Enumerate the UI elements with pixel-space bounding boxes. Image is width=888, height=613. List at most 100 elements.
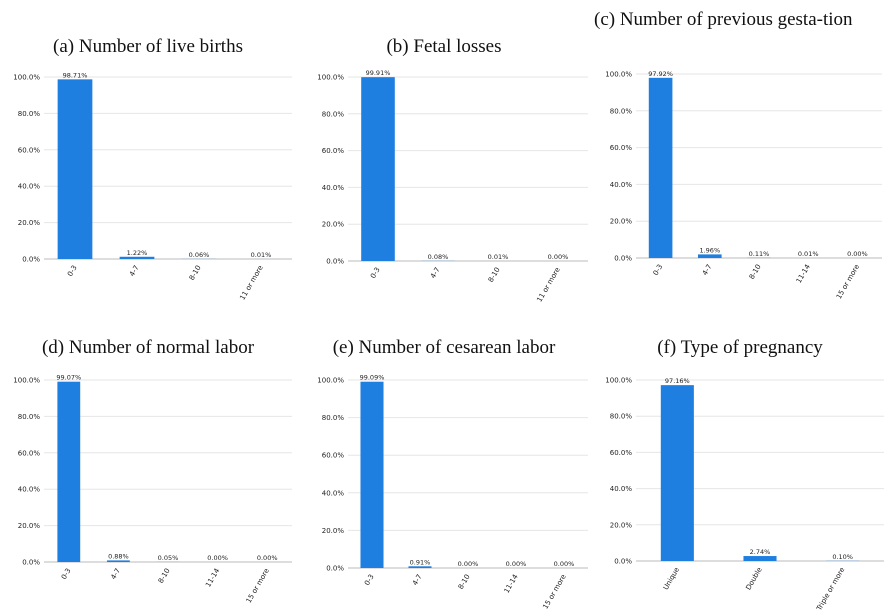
data-label: 0.10% (832, 553, 853, 561)
chart-title: (c) Number of previous gesta-tion (594, 9, 853, 30)
y-tick-label: 60.0% (18, 449, 41, 457)
bar (57, 381, 81, 562)
y-tick-label: 100.0% (605, 377, 632, 385)
x-tick-label: 11-14 (795, 263, 812, 285)
data-label: 0.00% (257, 554, 278, 562)
data-label: 0.06% (189, 251, 210, 259)
data-label: 0.00% (548, 253, 569, 261)
y-tick-label: 60.0% (322, 147, 345, 155)
bar (360, 381, 384, 568)
bar-chart: 0.0% 20.0% 40.0% 60.0% 80.0% 100.0% 99.07% 0-3 0… (13, 374, 292, 604)
y-tick-label: 0.0% (22, 559, 40, 567)
y-tick-label: 80.0% (610, 107, 633, 115)
bar (743, 556, 777, 561)
chart-panel-b: (b) Fetal losses 0.0% 20.0% 40.0% 60.0% 80.0… (296, 0, 592, 306)
data-label: 99.09% (360, 374, 385, 382)
data-label: 0.08% (428, 253, 449, 261)
y-tick-label: 0.0% (614, 558, 632, 566)
data-label: 97.92% (648, 70, 673, 78)
bar-chart: 0.0% 20.0% 40.0% 60.0% 80.0% 100.0% 98.71% 0-3 1… (13, 71, 292, 301)
chart-title: (d) Number of normal labor (41, 337, 255, 358)
bar-chart: 0.0% 20.0% 40.0% 60.0% 80.0% 100.0% 99.09% 0-3 0… (317, 374, 588, 610)
x-tick-label: 15 or more (835, 263, 861, 300)
y-tick-label: 60.0% (610, 449, 633, 457)
data-label: 98.71% (63, 71, 88, 79)
bar (648, 77, 673, 258)
chart-panel-c: (c) Number of previous gesta-tion 0.0% 20… (592, 0, 888, 306)
bar (119, 256, 155, 259)
x-tick-label: 8-10 (748, 263, 763, 281)
x-tick-label: 11-14 (204, 567, 221, 589)
chart-title: (e) Number of cesarean labor (332, 337, 556, 358)
x-tick-label: 4-7 (701, 263, 714, 277)
x-tick-label: 0-3 (369, 266, 382, 280)
data-label: 1.96% (699, 246, 720, 254)
chart-title: (a) Number of live births (53, 36, 243, 57)
y-tick-label: 80.0% (18, 110, 41, 118)
x-tick-label: 11-14 (503, 573, 520, 595)
x-tick-label: 8-10 (188, 264, 203, 282)
bar (57, 79, 93, 259)
y-tick-label: 80.0% (18, 413, 41, 421)
y-tick-label: 100.0% (317, 74, 344, 82)
data-label: 0.00% (847, 250, 868, 258)
x-tick-label: 15 or more (541, 573, 567, 610)
x-tick-label: Unique (662, 566, 681, 591)
y-tick-label: 100.0% (13, 74, 40, 82)
data-label: 0.05% (158, 554, 179, 562)
x-tick-label: 11 or more (535, 266, 561, 303)
x-tick-label: 8-10 (157, 567, 172, 585)
y-tick-label: 40.0% (610, 485, 633, 493)
data-label: 97.16% (665, 377, 690, 385)
x-tick-label: 0-3 (60, 567, 73, 581)
data-label: 1.22% (127, 249, 148, 257)
y-tick-label: 20.0% (610, 218, 633, 226)
x-tick-label: 4-7 (411, 573, 424, 587)
chart-panel-e: (e) Number of cesarean labor 0.0% 20.0% 40… (296, 306, 592, 612)
data-label: 0.00% (458, 560, 479, 568)
x-tick-label: 0-3 (66, 264, 79, 278)
data-label: 0.00% (506, 560, 527, 568)
x-tick-label: 11 or more (238, 264, 264, 301)
y-tick-label: 0.0% (614, 255, 632, 263)
x-tick-label: Triple or more (815, 566, 847, 613)
x-tick-label: 0-3 (363, 573, 376, 587)
y-tick-label: 40.0% (322, 489, 345, 497)
y-tick-label: 100.0% (605, 71, 632, 79)
y-tick-label: 40.0% (18, 486, 41, 494)
data-label: 0.01% (488, 253, 509, 261)
data-label: 0.00% (207, 554, 228, 562)
chart-panel-a: (a) Number of live births 0.0% 20.0% 40.0%… (0, 0, 296, 306)
chart-title: (f) Type of pregnancy (657, 337, 823, 358)
y-tick-label: 20.0% (18, 219, 41, 227)
bar (106, 560, 130, 562)
y-tick-label: 40.0% (18, 183, 41, 191)
y-tick-label: 0.0% (326, 258, 344, 266)
data-label: 2.74% (750, 548, 771, 556)
x-tick-label: 8-10 (457, 573, 472, 591)
bar-chart: 0.0% 20.0% 40.0% 60.0% 80.0% 100.0% 99.91% 0-3 0… (317, 69, 588, 303)
y-tick-label: 40.0% (610, 181, 633, 189)
bar-chart: 0.0% 20.0% 40.0% 60.0% 80.0% 100.0% 97.16% Uniq… (605, 377, 884, 613)
bar (660, 385, 694, 561)
x-tick-label: 8-10 (487, 266, 502, 284)
bar (697, 254, 722, 258)
y-tick-label: 0.0% (22, 256, 40, 264)
y-tick-label: 20.0% (18, 522, 41, 530)
chart-title: (b) Fetal losses (386, 36, 502, 57)
data-label: 0.00% (554, 560, 575, 568)
bar (408, 566, 432, 568)
y-tick-label: 100.0% (317, 377, 344, 385)
x-tick-label: Double (744, 566, 763, 591)
x-tick-label: 4-7 (128, 264, 141, 278)
y-tick-label: 60.0% (18, 146, 41, 154)
data-label: 0.88% (108, 552, 129, 560)
chart-panel-f: (f) Type of pregnancy 0.0% 20.0% 40.0% 60.0… (592, 306, 888, 613)
y-tick-label: 20.0% (322, 527, 345, 535)
x-tick-label: 4-7 (109, 567, 122, 581)
x-tick-label: 0-3 (652, 263, 665, 277)
bar-chart: 0.0% 20.0% 40.0% 60.0% 80.0% 100.0% 97.92% 0-3 1… (605, 70, 882, 300)
x-tick-label: 4-7 (429, 266, 442, 280)
y-tick-label: 60.0% (610, 144, 633, 152)
y-tick-label: 0.0% (326, 565, 344, 573)
